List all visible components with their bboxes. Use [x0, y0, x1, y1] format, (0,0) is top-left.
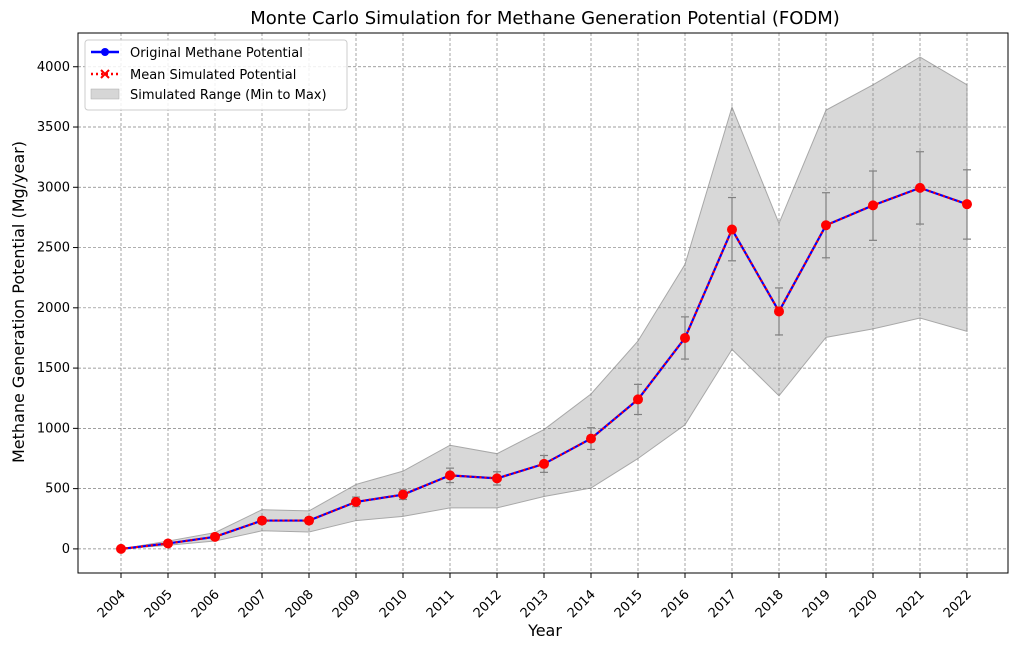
mean-point	[868, 200, 878, 211]
mean-point	[774, 306, 784, 317]
y-tick-label: 2500	[37, 241, 70, 256]
x-tick-label: 2020	[847, 587, 881, 621]
legend: Original Methane Potential Mean Simulate…	[84, 39, 348, 111]
x-tick-label: 2010	[377, 587, 411, 621]
plot-area: 0 500 1000 1500 2000 2500 3000 3500 4000 2004 2005…	[37, 32, 1009, 621]
y-tick-label: 2000	[37, 301, 70, 316]
y-tick-label: 1500	[37, 361, 70, 376]
legend-label-mean: Mean Simulated Potential	[130, 68, 296, 83]
x-tick-label: 2016	[659, 587, 693, 621]
mean-point	[257, 515, 267, 526]
legend-box	[84, 39, 348, 111]
mean-point	[398, 489, 408, 500]
mean-point	[210, 531, 220, 542]
y-tick-label: 3500	[37, 120, 70, 135]
x-tick-label: 2013	[518, 587, 552, 621]
legend-label-range: Simulated Range (Min to Max)	[130, 88, 327, 103]
mean-point	[727, 224, 737, 235]
y-tick-label: 500	[45, 482, 70, 497]
mean-point	[351, 496, 361, 507]
chart-title: Monte Carlo Simulation for Methane Gener…	[250, 8, 840, 29]
x-tick-label: 2012	[471, 587, 505, 621]
mean-point	[821, 220, 831, 231]
legend-label-original: Original Methane Potential	[130, 46, 303, 61]
y-tick-label: 0	[62, 542, 70, 557]
x-tick-label: 2021	[894, 587, 928, 621]
mean-point	[539, 458, 549, 469]
x-tick-label: 2014	[565, 587, 599, 621]
x-tick-label: 2019	[800, 587, 834, 621]
x-tick-label: 2005	[142, 587, 176, 621]
x-tick-label: 2018	[753, 587, 787, 621]
mean-point	[163, 538, 173, 549]
x-tick-label: 2009	[330, 587, 364, 621]
mean-point	[445, 470, 455, 481]
y-tick-label: 4000	[37, 60, 70, 75]
mean-point	[586, 433, 596, 444]
mean-point	[962, 199, 972, 210]
y-tick-label: 3000	[37, 180, 70, 195]
mean-point	[492, 473, 502, 484]
x-tick-label: 2008	[283, 587, 317, 621]
x-tick-label: 2015	[612, 587, 646, 621]
x-tick-label: 2017	[706, 587, 740, 621]
mean-point	[915, 182, 925, 193]
mean-point	[633, 394, 643, 405]
y-tick-label: 1000	[37, 421, 70, 436]
x-tick-label: 2022	[941, 587, 975, 621]
y-axis-title: Methane Generation Potential (Mg/year)	[9, 141, 28, 463]
x-tick-label: 2006	[189, 587, 223, 621]
legend-marker-mean	[100, 69, 110, 79]
x-tick-label: 2011	[424, 587, 458, 621]
legend-marker-original	[101, 48, 109, 56]
x-tick-label: 2004	[95, 587, 129, 621]
mean-point	[116, 543, 126, 554]
mean-point	[680, 332, 690, 343]
mean-point	[304, 515, 314, 526]
legend-swatch-range	[90, 88, 120, 100]
x-axis-title: Year	[527, 621, 562, 640]
plot-frame	[77, 32, 1009, 574]
x-tick-label: 2007	[236, 587, 270, 621]
